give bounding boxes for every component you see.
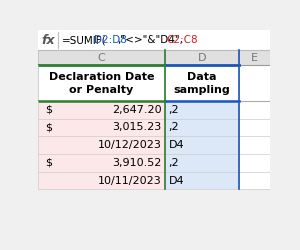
Text: ,2: ,2 (169, 158, 179, 168)
Text: 10/11/2023: 10/11/2023 (98, 176, 161, 186)
Bar (239, 154, 270, 172)
Text: ,2: ,2 (169, 122, 179, 132)
Text: D4: D4 (169, 176, 184, 186)
Bar (165, 101, 239, 118)
Text: 3,015.23: 3,015.23 (112, 122, 161, 132)
Bar (165, 50, 239, 66)
Bar (239, 118, 270, 136)
Text: 10/12/2023: 10/12/2023 (98, 140, 161, 150)
Text: C: C (98, 53, 105, 63)
Text: 3,910.52: 3,910.52 (112, 158, 161, 168)
Bar (239, 50, 270, 66)
Text: ,2: ,2 (169, 105, 179, 115)
Text: fx: fx (41, 34, 55, 46)
Bar (239, 101, 270, 118)
Text: 2,647.20: 2,647.20 (112, 105, 161, 115)
Bar (38, 101, 165, 118)
Text: $: $ (45, 158, 52, 168)
Text: E: E (251, 53, 258, 63)
Bar (239, 136, 270, 154)
Bar (165, 154, 239, 172)
Text: $: $ (45, 122, 52, 132)
Text: C2:C8: C2:C8 (167, 35, 198, 45)
Text: $: $ (45, 105, 52, 115)
Bar (38, 172, 165, 190)
Bar (165, 136, 239, 154)
Bar (38, 66, 165, 101)
Bar (165, 66, 239, 101)
Bar (38, 118, 165, 136)
Bar (38, 154, 165, 172)
Text: D4: D4 (169, 140, 184, 150)
Bar (239, 172, 270, 190)
Text: Declaration Date
or Penalty: Declaration Date or Penalty (49, 72, 154, 95)
Text: =SUMIF(: =SUMIF( (62, 35, 107, 45)
Text: D: D (198, 53, 206, 63)
Bar (38, 30, 270, 50)
Text: Data
sampling: Data sampling (174, 72, 231, 95)
Bar (239, 66, 270, 101)
Bar (38, 136, 165, 154)
Bar (165, 172, 239, 190)
Bar (38, 50, 165, 66)
Bar (165, 118, 239, 136)
Text: D2:D8: D2:D8 (94, 35, 127, 45)
Text: ,"<>"&"D4",: ,"<>"&"D4", (117, 35, 183, 45)
